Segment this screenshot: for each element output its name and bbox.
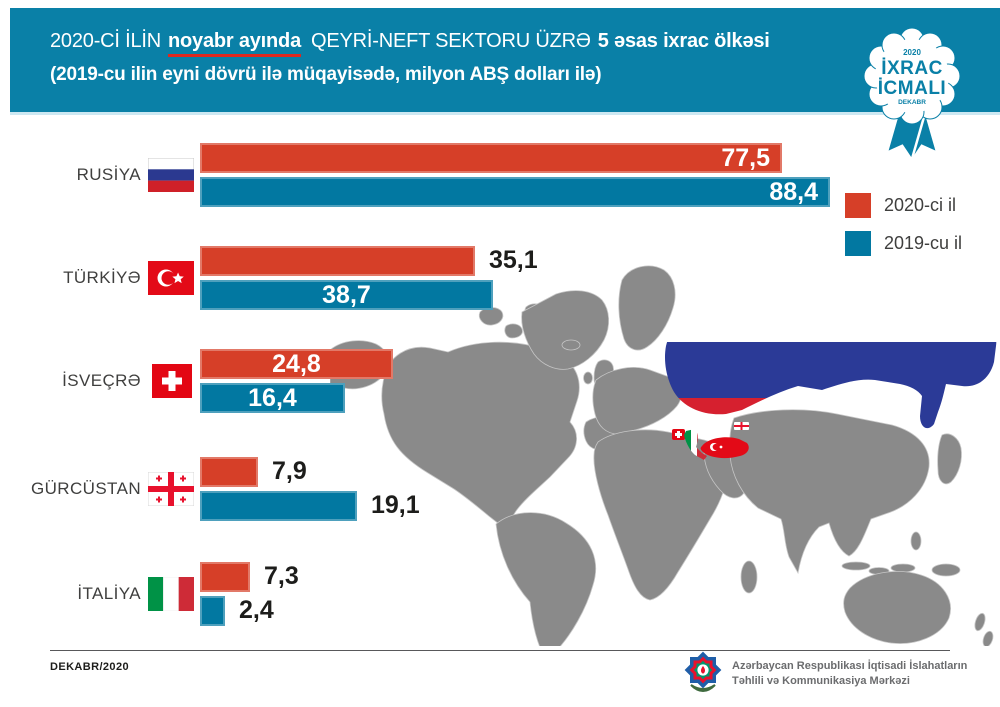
chart-row-ch: İSVEÇRƏ 24,8 16,4	[0, 349, 1000, 413]
bar-2020-ci-il-ge: 7,9	[200, 457, 307, 487]
value-label: 7,9	[272, 457, 307, 485]
bar-2019-cu-il-ch: 16,4	[200, 383, 345, 413]
title-mid: QEYRİ-NEFT SEKTORU ÜZRƏ	[311, 30, 591, 52]
badge-title-line1: İXRAC	[881, 58, 943, 79]
switzerland-region	[672, 429, 685, 440]
badge-title-line2: İCMALI	[878, 78, 946, 99]
badge-month: DEKABR	[898, 99, 926, 106]
country-label: RUSİYA	[76, 165, 141, 184]
value-label: 7,3	[264, 562, 299, 590]
bar-2019-cu-il-ge: 19,1	[200, 491, 420, 521]
bar-2019-cu-il-it: 2,4	[200, 596, 274, 626]
export-review-badge: 2020 İXRAC İCMALI DEKABR	[863, 27, 961, 163]
header-subtitle: (2019-cu ilin eyni dövrü ilə müqayisədə,…	[50, 64, 602, 85]
bar-2019-cu-il-ru: 88,4	[200, 177, 830, 207]
value-label: 35,1	[489, 246, 538, 274]
bar-2019-cu-il-tr: 38,7	[200, 280, 493, 310]
chart-row-tr: TÜRKİYƏ 35,1 38,7	[0, 246, 1000, 310]
flag-ru-icon	[148, 158, 194, 192]
bar-2020-ci-il-it: 7,3	[200, 562, 299, 592]
country-label: İSVEÇRƏ	[62, 371, 141, 390]
legend-swatch	[845, 231, 871, 256]
legend-item-1: 2019-cu il	[845, 231, 962, 256]
band-accent-line	[10, 112, 1000, 115]
value-label: 16,4	[248, 384, 297, 412]
bar-2020-ci-il-tr: 35,1	[200, 246, 538, 276]
chart-row-it: İTALİYA 7,3 2,4	[0, 562, 1000, 626]
organization-name-line2: Təhlili və Kommunikasiya Mərkəzi	[732, 675, 910, 687]
flag-tr-icon	[148, 261, 194, 295]
header-band: 2020-Cİ İLİN noyabr ayında QEYRİ-NEFT SEKT…	[10, 8, 1000, 112]
legend: 2020-ci il 2019-cu il	[845, 193, 962, 269]
flag-ge-icon	[148, 472, 194, 506]
footer-date: DEKABR/2020	[50, 661, 129, 673]
rosette-icon	[863, 27, 961, 125]
title-bold: 5 əsas ixrac ölkəsi	[597, 30, 770, 52]
bar-2020-ci-il-ch: 24,8	[200, 349, 393, 379]
turkey-region	[700, 437, 749, 459]
country-label: İTALİYA	[77, 584, 141, 603]
value-label: 19,1	[371, 491, 420, 519]
organization-name-line1: Azərbaycan Respublikası İqtisadi İslahat…	[732, 660, 968, 672]
legend-label: 2020-ci il	[884, 195, 957, 215]
legend-swatch	[845, 193, 871, 218]
chart-row-ru: RUSİYA 77,5 88,4	[0, 143, 1000, 207]
footer-divider	[50, 650, 950, 651]
value-label: 38,7	[322, 281, 371, 309]
country-label: GÜRCÜSTAN	[30, 479, 141, 498]
organization-emblem-icon	[684, 651, 722, 692]
value-label: 88,4	[769, 178, 818, 206]
header-title: 2020-Cİ İLİN noyabr ayında QEYRİ-NEFT SEKT…	[50, 26, 770, 90]
world-map	[330, 265, 997, 646]
value-label: 2,4	[239, 596, 274, 624]
bar-2020-ci-il-ru: 77,5	[200, 143, 782, 173]
country-label: TÜRKİYƏ	[63, 268, 141, 287]
value-label: 24,8	[272, 350, 321, 378]
value-label: 77,5	[721, 144, 770, 172]
chart-row-ge: GÜRCÜSTAN 7,9 19,1	[0, 457, 1000, 521]
flag-ch-icon	[148, 364, 194, 398]
title-highlight: noyabr ayında	[168, 30, 301, 57]
georgia-region	[734, 422, 749, 430]
flag-it-icon	[148, 577, 194, 611]
title-prefix: 2020-Cİ İLİN	[50, 30, 161, 52]
badge-year: 2020	[903, 48, 921, 57]
legend-label: 2019-cu il	[884, 233, 963, 253]
legend-item-0: 2020-ci il	[845, 193, 962, 218]
organization-block: Azərbaycan Respublikası İqtisadi İslahat…	[683, 651, 967, 697]
